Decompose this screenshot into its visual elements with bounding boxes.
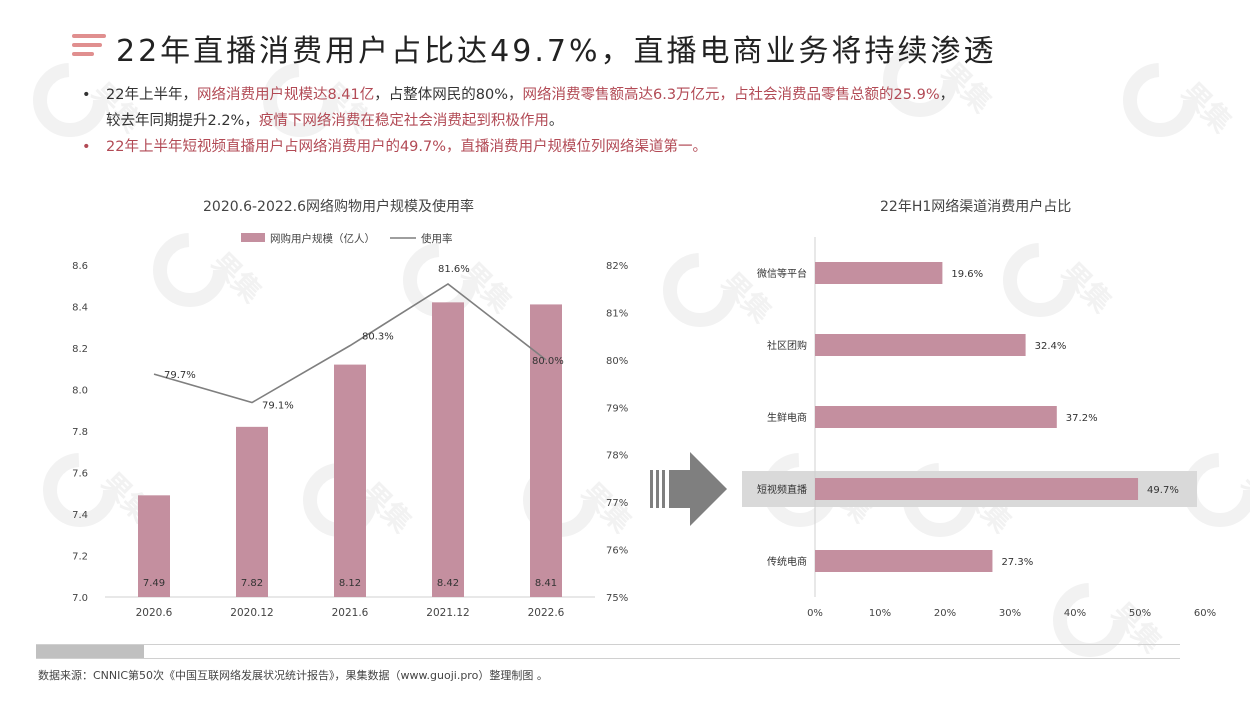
line-value-label: 81.6% bbox=[438, 264, 470, 275]
x-tick-label: 10% bbox=[869, 608, 891, 619]
category-label: 生鲜电商 bbox=[767, 411, 807, 424]
category-label: 短视频直播 bbox=[757, 483, 807, 496]
arrow-stripe bbox=[650, 470, 653, 508]
bar-value-label: 8.41 bbox=[535, 578, 557, 589]
bullet-1: 22年上半年，网络消费用户规模达8.41亿，占整体网民的80%，网络消费零售额高… bbox=[82, 82, 1162, 134]
line-value-label: 79.1% bbox=[262, 401, 294, 412]
bar bbox=[815, 478, 1139, 500]
bar bbox=[138, 495, 170, 597]
bullet-1-highlight-1: 网络消费用户规模达8.41亿 bbox=[196, 87, 375, 103]
x-tick-label: 30% bbox=[999, 608, 1021, 619]
arrow-stripe bbox=[662, 470, 665, 508]
bar-value-label: 27.3% bbox=[1001, 557, 1033, 568]
bar-value-label: 7.82 bbox=[241, 578, 263, 589]
bullet-1-text: 。 bbox=[548, 113, 564, 129]
svg-text:果集: 果集 bbox=[1175, 76, 1238, 139]
bar bbox=[432, 302, 464, 597]
bullet-list: 22年上半年，网络消费用户规模达8.41亿，占整体网民的80%，网络消费零售额高… bbox=[82, 82, 1162, 160]
bar bbox=[530, 304, 562, 597]
y-right-tick-label: 79% bbox=[606, 403, 628, 414]
bar bbox=[815, 262, 943, 284]
y-right-tick-label: 80% bbox=[606, 356, 628, 367]
bar-value-label: 37.2% bbox=[1066, 413, 1098, 424]
bar-value-label: 8.42 bbox=[437, 578, 459, 589]
y-left-tick-label: 7.2 bbox=[72, 552, 88, 563]
x-tick-label: 20% bbox=[934, 608, 956, 619]
y-left-tick-label: 8.4 bbox=[72, 303, 88, 314]
bar-value-label: 8.12 bbox=[339, 578, 361, 589]
bar-value-label: 32.4% bbox=[1035, 341, 1067, 352]
x-tick-label: 2021.12 bbox=[426, 607, 469, 619]
legend-bar-label: 网购用户规模（亿人） bbox=[270, 232, 375, 245]
legend-bar-swatch bbox=[241, 233, 265, 242]
bullet-1-text: 22年上半年， bbox=[106, 87, 197, 103]
line-value-label: 79.7% bbox=[164, 370, 196, 381]
bullet-1-text: 较去年同期提升2.2%， bbox=[106, 113, 259, 129]
y-right-tick-label: 78% bbox=[606, 451, 628, 462]
x-tick-label: 40% bbox=[1064, 608, 1086, 619]
category-label: 社区团购 bbox=[767, 339, 807, 352]
bar bbox=[334, 364, 366, 597]
bullet-1-highlight-3: 疫情下网络消费在稳定社会消费起到积极作用 bbox=[258, 113, 549, 129]
x-tick-label: 0% bbox=[807, 608, 823, 619]
x-tick-label: 50% bbox=[1129, 608, 1151, 619]
left-chart: 7.49 2020.6 7.82 2020.12 8.12 2021.6 8.42 2021.… bbox=[72, 232, 628, 619]
page-title: 22年直播消费用户占比达49.7%，直播电商业务将持续渗透 bbox=[116, 34, 997, 69]
bar bbox=[815, 334, 1026, 356]
y-right-tick-label: 82% bbox=[606, 261, 628, 272]
bar-value-label: 49.7% bbox=[1147, 485, 1179, 496]
y-left-tick-label: 8.2 bbox=[72, 344, 88, 355]
category-label: 微信等平台 bbox=[757, 267, 807, 280]
y-left-tick-label: 7.8 bbox=[72, 427, 88, 438]
y-left-tick-label: 7.6 bbox=[72, 469, 88, 480]
line-value-label: 80.3% bbox=[362, 332, 394, 343]
source-note: 数据来源：CNNIC第50次《中国互联网络发展状况统计报告》，果集数据（www.… bbox=[38, 669, 548, 682]
y-right-tick-label: 81% bbox=[606, 308, 628, 319]
y-left-tick-label: 7.4 bbox=[72, 510, 88, 521]
bullet-1-highlight-2: 网络消费零售额高达6.3万亿元，占社会消费品零售总额的25.9% bbox=[522, 87, 940, 103]
y-left-tick-label: 8.6 bbox=[72, 261, 88, 272]
y-left-tick-label: 7.0 bbox=[72, 593, 88, 604]
x-tick-label: 60% bbox=[1194, 608, 1216, 619]
y-right-tick-label: 77% bbox=[606, 498, 628, 509]
left-chart-title: 2020.6-2022.6网络购物用户规模及使用率 bbox=[203, 199, 475, 215]
line-value-label: 80.0% bbox=[532, 356, 564, 367]
legend-line-label: 使用率 bbox=[421, 232, 453, 245]
right-arrow-icon bbox=[669, 452, 727, 526]
title-lines-icon bbox=[72, 34, 106, 58]
scrollbar-thumb[interactable] bbox=[36, 645, 144, 658]
x-tick-label: 2020.12 bbox=[230, 607, 273, 619]
bullet-1-text: ， bbox=[939, 87, 955, 103]
x-tick-label: 2022.6 bbox=[528, 607, 565, 619]
y-right-tick-label: 76% bbox=[606, 546, 628, 557]
bar bbox=[236, 426, 268, 597]
x-tick-label: 2020.6 bbox=[136, 607, 173, 619]
bar-value-label: 19.6% bbox=[951, 269, 983, 280]
y-right-tick-label: 75% bbox=[606, 593, 628, 604]
right-chart-title: 22年H1网络渠道消费用户占比 bbox=[880, 199, 1072, 215]
bar bbox=[815, 406, 1057, 428]
bullet-1-text: ，占整体网民的80%， bbox=[374, 87, 523, 103]
x-tick-label: 2021.6 bbox=[332, 607, 369, 619]
bar bbox=[815, 550, 993, 572]
right-chart: 微信等平台 19.6% 社区团购 32.4% 生鲜电商 37.2% 短视频直播 49.7% 传统… bbox=[650, 237, 1216, 619]
usage-rate-line bbox=[153, 282, 547, 404]
category-label: 传统电商 bbox=[767, 555, 807, 568]
horizontal-scrollbar[interactable] bbox=[36, 644, 1180, 659]
y-left-tick-label: 8.0 bbox=[72, 386, 88, 397]
arrow-stripe bbox=[656, 470, 659, 508]
bar-value-label: 7.49 bbox=[143, 578, 165, 589]
bullet-2: 22年上半年短视频直播用户占网络消费用户的49.7%，直播消费用户规模位列网络渠… bbox=[82, 134, 1162, 160]
